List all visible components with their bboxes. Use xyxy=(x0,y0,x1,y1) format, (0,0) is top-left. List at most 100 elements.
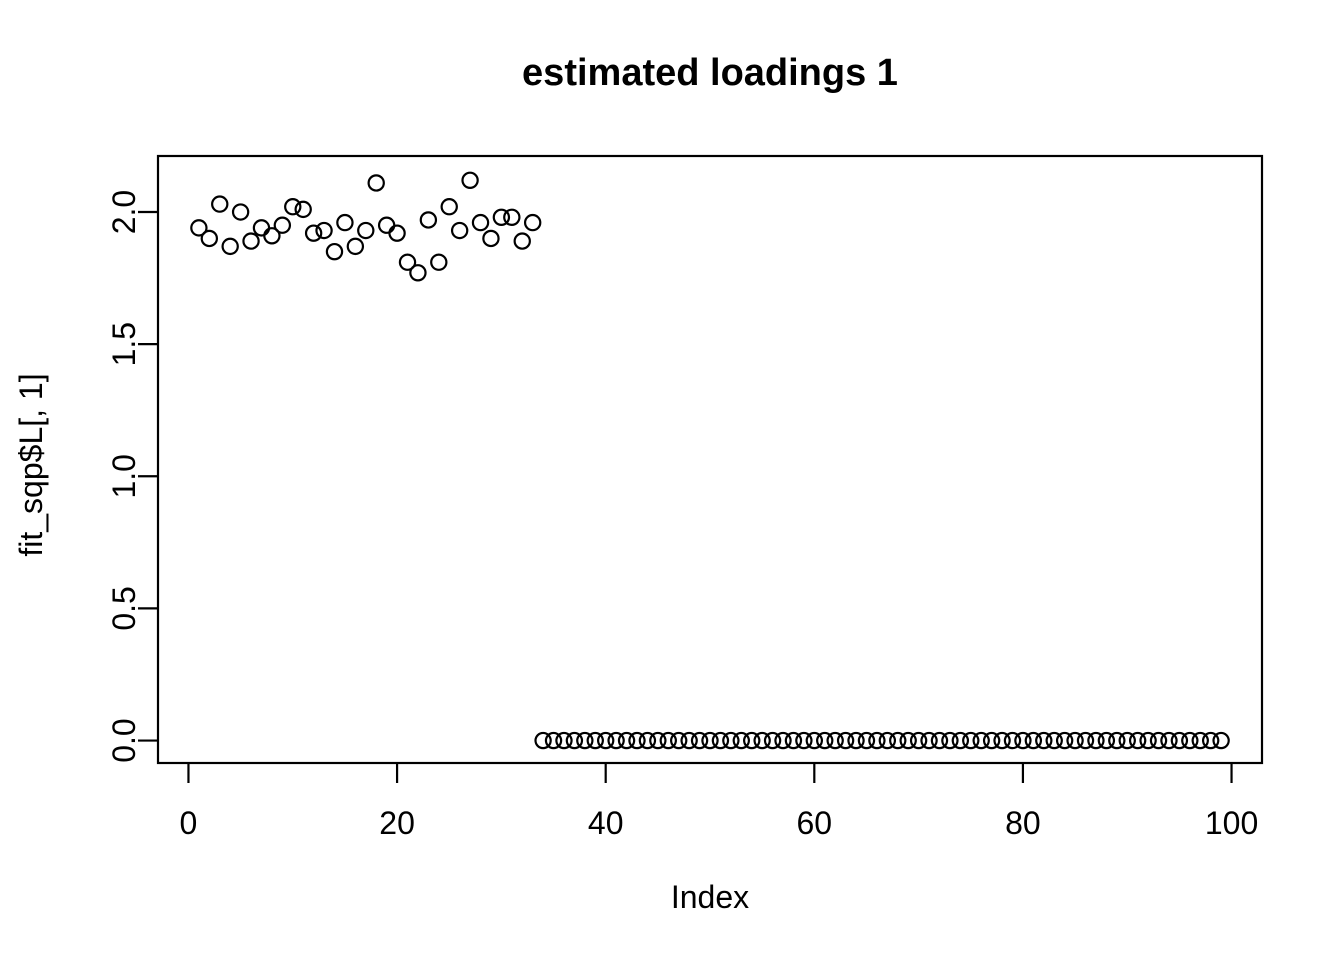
data-point xyxy=(1160,731,1178,750)
data-point xyxy=(774,731,792,750)
data-point xyxy=(346,237,365,256)
data-point xyxy=(430,253,448,271)
data-point xyxy=(523,213,542,232)
data-point xyxy=(231,203,250,221)
data-point xyxy=(1139,731,1157,750)
data-point xyxy=(909,731,928,750)
data-point xyxy=(701,731,719,750)
data-point xyxy=(1108,731,1126,750)
y-tick-label: 0.0 xyxy=(106,718,142,762)
data-point xyxy=(951,731,970,750)
data-point xyxy=(586,731,604,750)
data-point xyxy=(398,253,417,271)
data-point xyxy=(962,731,980,750)
data-point xyxy=(294,200,312,219)
data-point xyxy=(565,731,584,750)
data-point xyxy=(1212,731,1230,750)
data-point xyxy=(596,731,615,750)
data-point xyxy=(190,219,208,237)
data-point xyxy=(492,208,511,227)
data-point xyxy=(795,731,813,750)
data-point xyxy=(930,731,949,750)
data-point xyxy=(357,221,375,240)
data-point xyxy=(743,731,761,750)
data-point xyxy=(1003,731,1022,750)
data-point xyxy=(722,731,740,750)
data-point xyxy=(899,731,917,750)
data-point xyxy=(544,731,563,750)
x-axis-label: Index xyxy=(670,879,750,915)
data-point xyxy=(711,731,730,750)
data-point xyxy=(1118,731,1136,750)
y-tick-label: 1.0 xyxy=(106,454,142,498)
data-point xyxy=(273,216,292,234)
data-point xyxy=(670,731,688,750)
x-tick-label: 20 xyxy=(379,805,415,841)
data-point xyxy=(889,731,907,750)
data-point xyxy=(576,731,594,750)
data-point xyxy=(1076,731,1095,750)
data-point xyxy=(555,731,573,750)
data-point xyxy=(972,731,990,750)
data-point xyxy=(419,211,438,229)
data-point xyxy=(503,208,521,227)
data-point xyxy=(1170,731,1189,750)
data-point xyxy=(659,731,677,750)
data-point xyxy=(1128,731,1147,750)
data-point xyxy=(920,731,938,750)
data-point xyxy=(534,731,552,750)
data-point xyxy=(753,731,771,750)
data-point xyxy=(409,264,427,282)
data-point xyxy=(836,731,855,750)
data-point xyxy=(732,731,750,750)
chart-title: estimated loadings 1 xyxy=(522,52,898,94)
data-point xyxy=(367,174,385,192)
data-point xyxy=(1066,731,1084,750)
data-point xyxy=(868,731,886,750)
data-point xyxy=(993,731,1011,750)
data-point xyxy=(284,198,302,216)
data-point xyxy=(763,731,782,750)
data-point xyxy=(336,213,354,232)
data-point xyxy=(450,221,469,240)
data-point xyxy=(263,227,281,245)
x-tick-label: 60 xyxy=(797,805,833,841)
data-point xyxy=(878,731,897,750)
data-point xyxy=(607,731,625,750)
data-point xyxy=(440,198,458,216)
data-point xyxy=(690,731,709,750)
data-point xyxy=(649,731,667,750)
data-point xyxy=(638,731,657,750)
x-tick-label: 100 xyxy=(1205,805,1258,841)
data-point xyxy=(242,232,260,250)
data-point xyxy=(982,731,1001,750)
data-point xyxy=(252,219,271,237)
data-point xyxy=(784,731,803,750)
data-point xyxy=(482,229,500,248)
data-point xyxy=(1181,731,1199,750)
data-point xyxy=(941,731,959,750)
data-point xyxy=(211,195,229,213)
data-point xyxy=(1014,731,1032,750)
y-tick-label: 2.0 xyxy=(106,190,142,234)
y-tick-label: 1.5 xyxy=(106,322,142,366)
data-point xyxy=(847,731,865,750)
data-point xyxy=(304,224,323,242)
data-point xyxy=(1201,731,1220,750)
data-point xyxy=(816,731,834,750)
data-point xyxy=(1024,731,1043,750)
data-point xyxy=(1087,731,1105,750)
data-point xyxy=(617,731,636,750)
data-point xyxy=(388,224,406,242)
data-point xyxy=(513,232,531,250)
data-point xyxy=(461,171,479,190)
data-point xyxy=(1055,731,1074,750)
data-point xyxy=(680,731,698,750)
x-tick-label: 0 xyxy=(180,805,198,841)
data-point xyxy=(200,229,219,248)
y-tick-label: 0.5 xyxy=(106,586,142,630)
data-point xyxy=(1191,731,1209,750)
x-tick-label: 40 xyxy=(588,805,624,841)
